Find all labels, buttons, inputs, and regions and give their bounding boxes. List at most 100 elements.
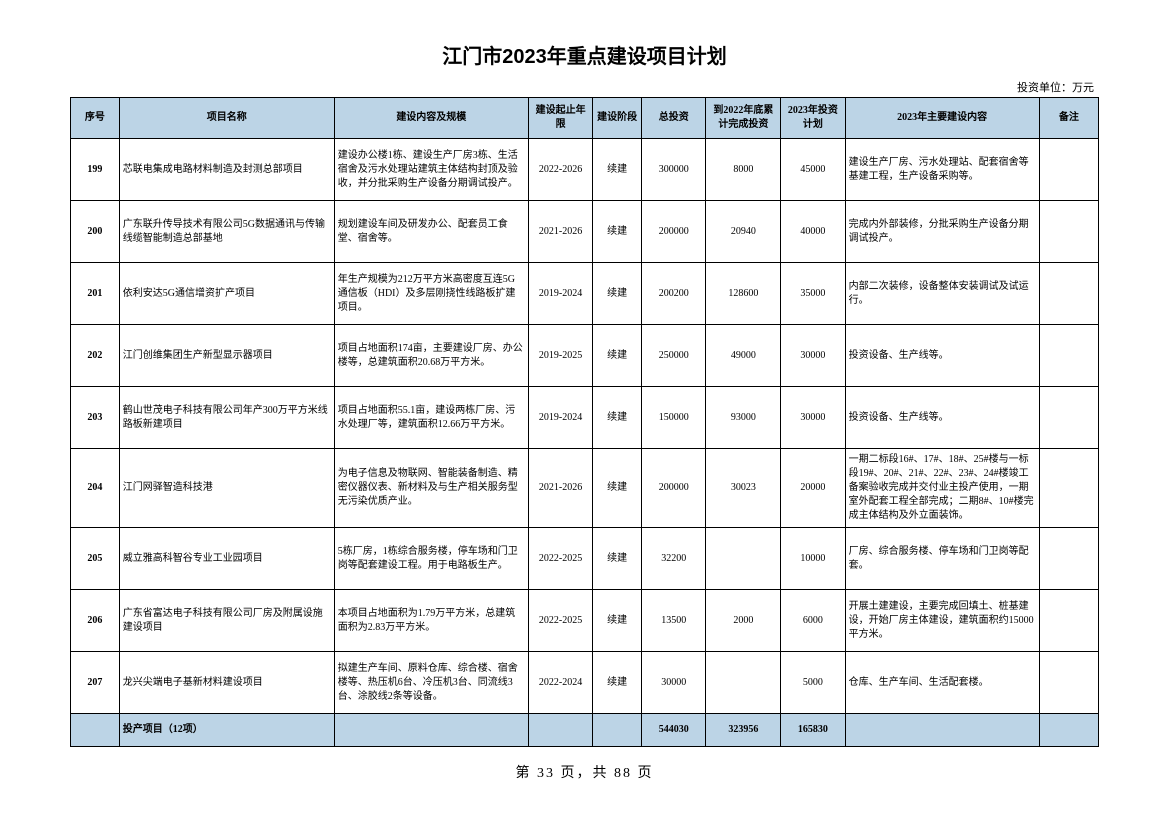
col-header-done: 到2022年底累计完成投资 xyxy=(706,98,781,139)
col-header-stage: 建设阶段 xyxy=(593,98,642,139)
cell-total: 200200 xyxy=(642,263,706,325)
cell-total: 32200 xyxy=(642,528,706,590)
subtotal-empty xyxy=(334,714,528,747)
cell-period: 2022-2025 xyxy=(528,528,592,590)
cell-period: 2019-2024 xyxy=(528,263,592,325)
cell-seq: 205 xyxy=(71,528,120,590)
cell-seq: 201 xyxy=(71,263,120,325)
cell-remark xyxy=(1039,201,1098,263)
subtotal-empty xyxy=(593,714,642,747)
cell-content: 5栋厂房，1栋综合服务楼，停车场和门卫岗等配套建设工程。用于电路板生产。 xyxy=(334,528,528,590)
cell-stage: 续建 xyxy=(593,652,642,714)
cell-seq: 199 xyxy=(71,139,120,201)
cell-total: 200000 xyxy=(642,201,706,263)
table-row: 206广东省富达电子科技有限公司厂房及附属设施建设项目本项目占地面积为1.79万… xyxy=(71,590,1099,652)
cell-total: 150000 xyxy=(642,387,706,449)
cell-seq: 206 xyxy=(71,590,120,652)
cell-remark xyxy=(1039,449,1098,528)
cell-stage: 续建 xyxy=(593,139,642,201)
cell-main: 完成内外部装修，分批采购生产设备分期调试投产。 xyxy=(845,201,1039,263)
subtotal-plan: 165830 xyxy=(781,714,845,747)
table-header-row: 序号 项目名称 建设内容及规模 建设起止年限 建设阶段 总投资 到2022年底累… xyxy=(71,98,1099,139)
unit-label: 投资单位：万元 xyxy=(70,79,1099,95)
cell-content: 规划建设车间及研发办公、配套员工食堂、宿舍等。 xyxy=(334,201,528,263)
subtotal-empty xyxy=(528,714,592,747)
cell-name: 威立雅高科智谷专业工业园项目 xyxy=(119,528,334,590)
subtotal-total: 544030 xyxy=(642,714,706,747)
cell-plan: 10000 xyxy=(781,528,845,590)
cell-plan: 5000 xyxy=(781,652,845,714)
cell-done xyxy=(706,528,781,590)
col-header-content: 建设内容及规模 xyxy=(334,98,528,139)
cell-period: 2022-2025 xyxy=(528,590,592,652)
cell-name: 芯联电集成电路材料制造及封测总部项目 xyxy=(119,139,334,201)
col-header-remark: 备注 xyxy=(1039,98,1098,139)
cell-period: 2021-2026 xyxy=(528,449,592,528)
cell-main: 厂房、综合服务楼、停车场和门卫岗等配套。 xyxy=(845,528,1039,590)
col-header-plan: 2023年投资计划 xyxy=(781,98,845,139)
cell-name: 广东联升传导技术有限公司5G数据通讯与传输线缆智能制造总部基地 xyxy=(119,201,334,263)
cell-period: 2022-2024 xyxy=(528,652,592,714)
cell-remark xyxy=(1039,528,1098,590)
cell-name: 依利安达5G通信增资扩产项目 xyxy=(119,263,334,325)
cell-stage: 续建 xyxy=(593,325,642,387)
page-title: 江门市2023年重点建设项目计划 xyxy=(70,40,1099,69)
cell-remark xyxy=(1039,325,1098,387)
cell-content: 建设办公楼1栋、建设生产厂房3栋、生活宿舍及污水处理站建筑主体结构封顶及验收，并… xyxy=(334,139,528,201)
cell-remark xyxy=(1039,263,1098,325)
cell-name: 江门创维集团生产新型显示器项目 xyxy=(119,325,334,387)
cell-total: 30000 xyxy=(642,652,706,714)
cell-plan: 45000 xyxy=(781,139,845,201)
cell-name: 广东省富达电子科技有限公司厂房及附属设施建设项目 xyxy=(119,590,334,652)
cell-plan: 20000 xyxy=(781,449,845,528)
cell-plan: 30000 xyxy=(781,387,845,449)
table-row: 202江门创维集团生产新型显示器项目项目占地面积174亩，主要建设厂房、办公楼等… xyxy=(71,325,1099,387)
cell-plan: 30000 xyxy=(781,325,845,387)
subtotal-done: 323956 xyxy=(706,714,781,747)
cell-stage: 续建 xyxy=(593,201,642,263)
cell-main: 投资设备、生产线等。 xyxy=(845,387,1039,449)
subtotal-row: 投产项目（12项） 544030323956165830 xyxy=(71,714,1099,747)
cell-stage: 续建 xyxy=(593,263,642,325)
cell-main: 内部二次装修，设备整体安装调试及试运行。 xyxy=(845,263,1039,325)
cell-done: 128600 xyxy=(706,263,781,325)
table-row: 199芯联电集成电路材料制造及封测总部项目建设办公楼1栋、建设生产厂房3栋、生活… xyxy=(71,139,1099,201)
cell-total: 300000 xyxy=(642,139,706,201)
table-row: 203鹤山世茂电子科技有限公司年产300万平方米线路板新建项目项目占地面积55.… xyxy=(71,387,1099,449)
cell-period: 2019-2024 xyxy=(528,387,592,449)
project-table: 序号 项目名称 建设内容及规模 建设起止年限 建设阶段 总投资 到2022年底累… xyxy=(70,97,1099,747)
cell-content: 项目占地面积174亩，主要建设厂房、办公楼等，总建筑面积20.68万平方米。 xyxy=(334,325,528,387)
subtotal-empty xyxy=(1039,714,1098,747)
cell-total: 13500 xyxy=(642,590,706,652)
cell-content: 项目占地面积55.1亩，建设两栋厂房、污水处理厂等，建筑面积12.66万平方米。 xyxy=(334,387,528,449)
cell-stage: 续建 xyxy=(593,387,642,449)
cell-done: 93000 xyxy=(706,387,781,449)
cell-stage: 续建 xyxy=(593,590,642,652)
cell-plan: 6000 xyxy=(781,590,845,652)
cell-total: 200000 xyxy=(642,449,706,528)
cell-plan: 35000 xyxy=(781,263,845,325)
table-row: 204江门网驿智造科技港为电子信息及物联网、智能装备制造、精密仪器仪表、新材料及… xyxy=(71,449,1099,528)
cell-remark xyxy=(1039,387,1098,449)
cell-stage: 续建 xyxy=(593,449,642,528)
cell-main: 一期二标段16#、17#、18#、25#楼与一标段19#、20#、21#、22#… xyxy=(845,449,1039,528)
cell-name: 鹤山世茂电子科技有限公司年产300万平方米线路板新建项目 xyxy=(119,387,334,449)
cell-done: 20940 xyxy=(706,201,781,263)
cell-done: 30023 xyxy=(706,449,781,528)
col-header-seq: 序号 xyxy=(71,98,120,139)
cell-remark xyxy=(1039,590,1098,652)
cell-done: 49000 xyxy=(706,325,781,387)
cell-content: 年生产规模为212万平方米高密度互连5G通信板（HDI）及多层刚挠性线路板扩建项… xyxy=(334,263,528,325)
cell-stage: 续建 xyxy=(593,528,642,590)
cell-seq: 207 xyxy=(71,652,120,714)
cell-period: 2019-2025 xyxy=(528,325,592,387)
cell-done xyxy=(706,652,781,714)
cell-seq: 203 xyxy=(71,387,120,449)
pager: 第 33 页，共 88 页 xyxy=(70,762,1099,782)
cell-seq: 200 xyxy=(71,201,120,263)
cell-plan: 40000 xyxy=(781,201,845,263)
subtotal-empty xyxy=(845,714,1039,747)
subtotal-label: 投产项目（12项） xyxy=(119,714,334,747)
col-header-period: 建设起止年限 xyxy=(528,98,592,139)
cell-remark xyxy=(1039,652,1098,714)
